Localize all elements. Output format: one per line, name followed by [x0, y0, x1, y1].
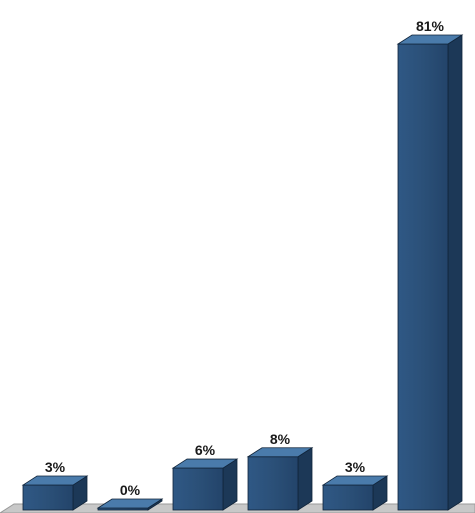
bar-3	[171, 458, 239, 511]
bar-top-face	[246, 447, 314, 458]
bar-side-face	[297, 447, 313, 511]
bar-2	[96, 498, 164, 511]
bar-top-face	[321, 475, 389, 486]
bar-top-face	[396, 34, 464, 45]
data-labels-group: 3% 0% 6% 8% 3% 81%	[45, 18, 445, 499]
data-label-1: 3%	[45, 459, 66, 475]
bar-side-face	[447, 34, 463, 511]
data-label-6: 81%	[416, 18, 445, 34]
bar-6	[396, 34, 464, 511]
bar-front-face	[322, 484, 374, 511]
bar-4	[246, 447, 314, 511]
data-label-2: 0%	[120, 482, 141, 498]
data-label-5: 3%	[345, 459, 366, 475]
data-label-3: 6%	[195, 442, 216, 458]
bar-front-face	[22, 484, 74, 511]
bar-front-face	[247, 456, 299, 511]
bar-front-face	[172, 467, 224, 511]
bars-group	[21, 34, 464, 511]
bar-top-face	[21, 475, 89, 486]
bar-front-face	[397, 43, 449, 511]
bar-top-face	[171, 458, 239, 469]
bar-1	[21, 475, 89, 511]
bar-top-face	[96, 498, 164, 509]
data-label-4: 8%	[270, 431, 291, 447]
bar-5	[321, 475, 389, 511]
